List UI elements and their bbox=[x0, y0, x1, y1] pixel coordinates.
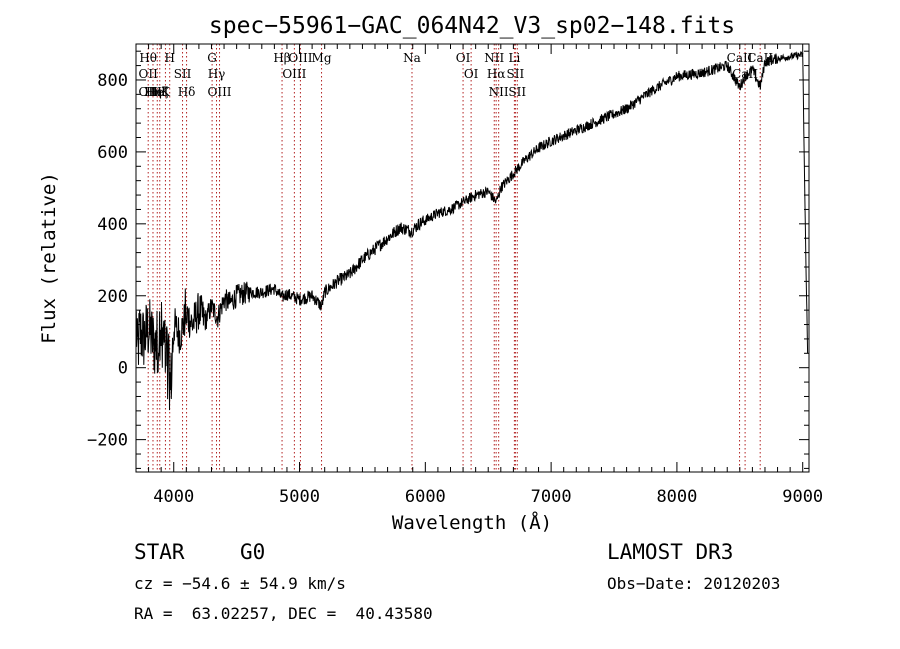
line-marker-label: OIII bbox=[207, 85, 231, 99]
object-class: STAR bbox=[134, 540, 185, 564]
x-tick-label: 6000 bbox=[405, 487, 446, 507]
line-marker-label: NII bbox=[484, 51, 504, 65]
x-axis-label: Wavelength (Å) bbox=[392, 511, 552, 534]
line-marker-label: OIII bbox=[288, 51, 312, 65]
survey-name: LAMOST DR3 bbox=[607, 540, 734, 564]
y-axis: −200 0 200 400 600 800 bbox=[87, 50, 809, 469]
redshift-value: cz = −54.6 ± 54.9 km/s bbox=[134, 574, 346, 593]
y-axis-label: Flux (relative) bbox=[38, 172, 60, 344]
line-marker-label: Hγ bbox=[208, 67, 226, 81]
observation-date: Obs−Date: 20120203 bbox=[607, 574, 781, 593]
y-tick-label: −200 bbox=[87, 431, 128, 451]
line-marker-label: Mg bbox=[312, 51, 332, 65]
y-tick-label: 600 bbox=[97, 143, 128, 163]
x-tick-label: 4000 bbox=[153, 487, 194, 507]
y-tick-label: 800 bbox=[97, 71, 128, 91]
line-marker-label: OII bbox=[139, 85, 159, 99]
line-marker-label: Hη bbox=[144, 85, 162, 99]
line-marker-label: OIII bbox=[282, 67, 306, 81]
object-subclass: G0 bbox=[240, 540, 266, 564]
line-marker-label: Hζ bbox=[151, 85, 168, 99]
line-marker-label: HeI bbox=[146, 85, 169, 99]
line-marker-label: Hα bbox=[487, 67, 506, 81]
line-marker-label: SII bbox=[508, 85, 526, 99]
flux-series bbox=[135, 51, 809, 411]
line-marker-label: OII bbox=[139, 67, 159, 81]
line-marker-label: NII bbox=[489, 85, 509, 99]
line-marker-label: Hθ bbox=[139, 51, 157, 65]
line-marker-label: K bbox=[161, 85, 171, 99]
line-marker-label: OI bbox=[456, 51, 471, 65]
plot-frame bbox=[135, 43, 810, 473]
x-tick-label: 5000 bbox=[279, 487, 320, 507]
line-marker-label: Hβ bbox=[273, 51, 290, 65]
flux-line bbox=[135, 51, 809, 411]
line-markers bbox=[147, 44, 761, 472]
y-tick-label: 200 bbox=[97, 287, 128, 307]
line-marker-label: H bbox=[164, 51, 174, 65]
line-marker-label: Na bbox=[403, 51, 421, 65]
x-tick-label: 9000 bbox=[782, 487, 823, 507]
chart-title: spec−55961−GAC_064N42_V3_sp02−148.fits bbox=[209, 13, 735, 39]
line-marker-label: CaII bbox=[727, 51, 753, 65]
line-marker-label: Hδ bbox=[178, 85, 196, 99]
line-marker-label: G bbox=[207, 51, 217, 65]
x-axis: 4000 5000 6000 7000 8000 9000 bbox=[148, 44, 823, 507]
y-tick-label: 0 bbox=[118, 359, 128, 379]
coordinates: RA = 63.02257, DEC = 40.43580 bbox=[134, 604, 433, 623]
line-marker-label: SII bbox=[174, 67, 192, 81]
line-marker-label: OI bbox=[464, 67, 479, 81]
line-marker-label: Li bbox=[508, 51, 520, 65]
x-tick-label: 7000 bbox=[531, 487, 572, 507]
line-marker-label: SII bbox=[507, 67, 525, 81]
x-tick-label: 8000 bbox=[656, 487, 697, 507]
y-tick-label: 400 bbox=[97, 215, 128, 235]
